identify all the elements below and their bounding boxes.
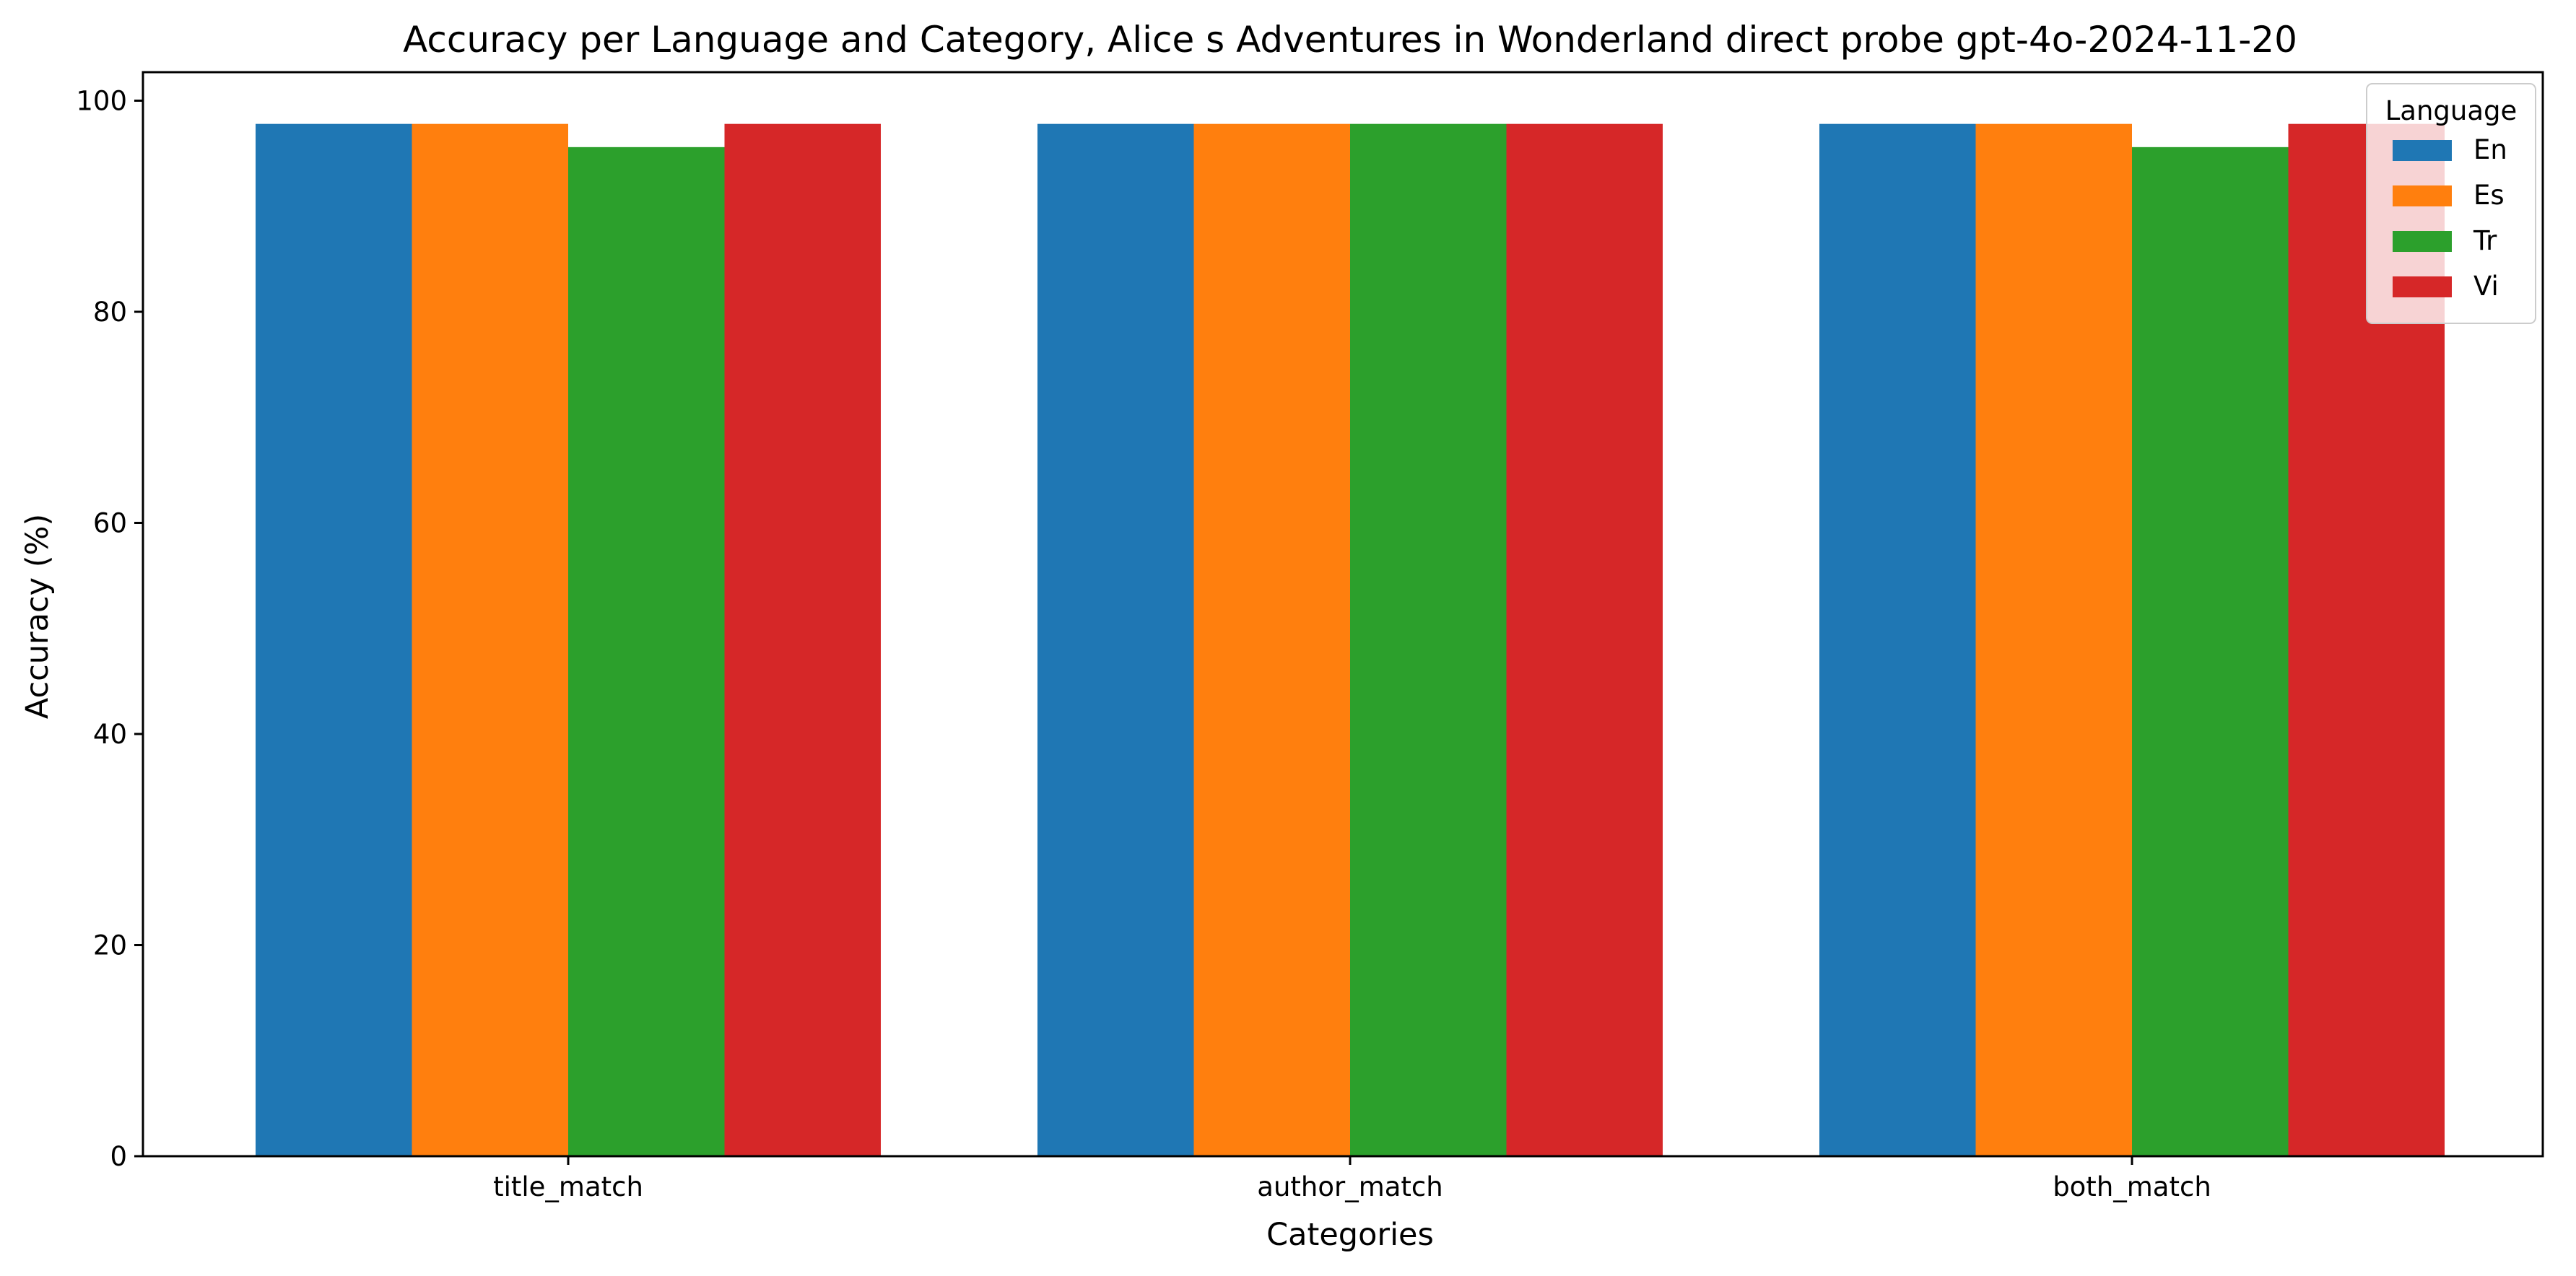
y-tick-label: 60 [93, 507, 127, 538]
bar-tr-author_match [1350, 123, 1507, 1157]
legend-label-tr: Tr [2473, 225, 2497, 256]
legend-swatch-tr [2393, 231, 2452, 252]
x-tick-label: both_match [2053, 1171, 2211, 1202]
y-axis: 0 20 40 60 80 100 [76, 85, 143, 1172]
legend-swatch-es [2393, 185, 2452, 206]
bars-group [256, 123, 2445, 1157]
bar-en-title_match [256, 123, 412, 1157]
legend-label-vi: Vi [2473, 271, 2499, 302]
legend-items: En Es Tr Vi [2393, 134, 2507, 302]
bar-vi-title_match [724, 123, 881, 1157]
bar-tr-both_match [2132, 147, 2289, 1156]
y-tick-label: 20 [93, 930, 127, 961]
legend-title: Language [2385, 95, 2518, 126]
legend-swatch-vi [2393, 276, 2452, 297]
legend-label-en: En [2473, 134, 2507, 165]
bar-tr-title_match [568, 147, 725, 1156]
bar-en-both_match [1819, 123, 1976, 1157]
x-tick-label: author_match [1257, 1171, 1443, 1202]
y-axis-label: Accuracy (%) [19, 514, 56, 719]
bar-es-title_match [412, 123, 568, 1157]
y-tick-label: 40 [93, 719, 127, 750]
x-axis: title_match author_match both_match [493, 1156, 2211, 1202]
bar-vi-author_match [1506, 123, 1663, 1157]
chart-title: Accuracy per Language and Category, Alic… [403, 19, 2297, 61]
legend-swatch-en [2393, 140, 2452, 161]
y-tick-label: 80 [93, 297, 127, 328]
bar-es-both_match [1975, 123, 2132, 1157]
x-axis-label: Categories [1266, 1217, 1434, 1253]
bar-en-author_match [1037, 123, 1194, 1157]
y-tick-label: 0 [110, 1141, 127, 1172]
bar-es-author_match [1193, 123, 1350, 1157]
x-tick-label: title_match [493, 1171, 643, 1202]
plot-frame [142, 71, 2544, 1158]
legend: Language En Es Tr Vi [2366, 83, 2536, 324]
y-tick-label: 100 [76, 85, 127, 116]
legend-label-es: Es [2473, 180, 2505, 211]
